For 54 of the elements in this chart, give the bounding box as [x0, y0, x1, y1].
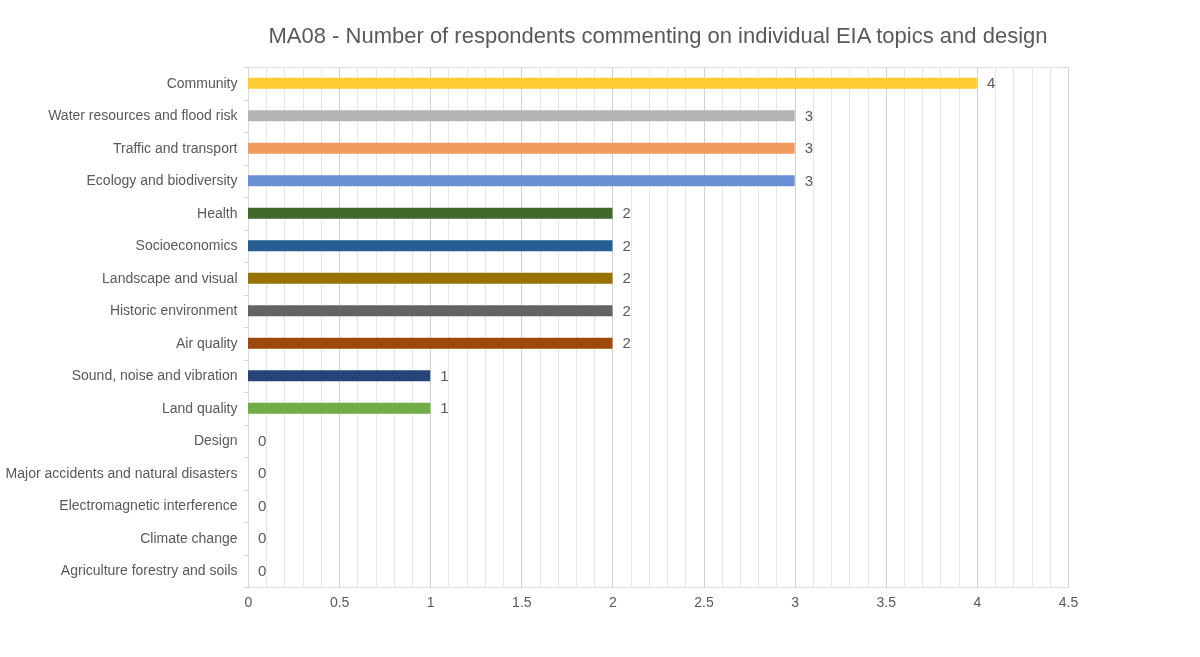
data-label: 0 — [258, 561, 267, 579]
y-tick-label: Water resources and flood risk — [48, 107, 239, 124]
y-tick-label: Socioeconomics — [135, 237, 238, 254]
x-tick-label: 3.5 — [876, 593, 897, 610]
data-label: 4 — [986, 74, 996, 92]
y-tick-label: Ecology and biodiversity — [86, 172, 238, 189]
data-label: 0 — [258, 464, 267, 482]
data-label: 2 — [622, 204, 631, 222]
y-tick-label: Major accidents and natural disasters — [5, 464, 238, 481]
y-tick-label: Community — [166, 74, 238, 91]
bar — [248, 240, 613, 252]
data-label: 1 — [440, 399, 449, 417]
data-label: 3 — [804, 106, 814, 124]
bar — [248, 175, 795, 187]
data-label: 2 — [622, 236, 631, 254]
y-tick-label: Land quality — [161, 399, 238, 416]
y-tick-label: Agriculture forestry and soils — [60, 562, 238, 579]
bar — [248, 402, 431, 414]
x-tick-label: 4.5 — [1058, 593, 1079, 610]
y-tick-label: Sound, noise and vibration — [71, 367, 238, 384]
y-tick-label: Traffic and transport — [112, 139, 238, 156]
x-tick-label: 2.5 — [694, 593, 714, 610]
chart-title: MA08 - Number of respondents commenting on individual EIA topics and design — [268, 23, 1048, 48]
x-tick-label: 2 — [609, 593, 618, 610]
y-tick-label: Climate change — [140, 529, 238, 546]
x-tick-label: 4 — [973, 593, 982, 610]
y-tick-label: Electromagnetic interference — [59, 497, 238, 514]
bar — [248, 370, 431, 382]
data-label: 0 — [258, 431, 267, 449]
y-tick-label: Landscape and visual — [102, 269, 238, 286]
bar — [248, 305, 613, 317]
data-label: 2 — [622, 334, 631, 352]
data-label: 3 — [804, 171, 814, 189]
data-label: 0 — [258, 529, 267, 547]
x-tick-label: 1.5 — [512, 593, 532, 610]
y-tick-label: Health — [197, 204, 238, 221]
y-tick-label: Design — [193, 432, 238, 449]
data-label: 2 — [622, 301, 631, 319]
y-tick-label: Air quality — [176, 334, 238, 351]
data-label: 1 — [440, 366, 449, 384]
bar — [248, 142, 795, 154]
bar — [248, 337, 613, 349]
bar — [248, 77, 977, 89]
bar — [248, 272, 613, 284]
data-label: 2 — [622, 269, 631, 287]
y-tick-label: Historic environment — [109, 302, 238, 319]
data-label: 3 — [804, 139, 814, 157]
x-tick-label: 0 — [244, 593, 253, 610]
x-tick-label: 3 — [791, 593, 800, 610]
bar — [248, 207, 613, 219]
data-label: 0 — [258, 496, 267, 514]
x-tick-label: 1 — [426, 593, 435, 610]
x-tick-label: 0.5 — [329, 593, 350, 610]
bar — [248, 110, 795, 122]
